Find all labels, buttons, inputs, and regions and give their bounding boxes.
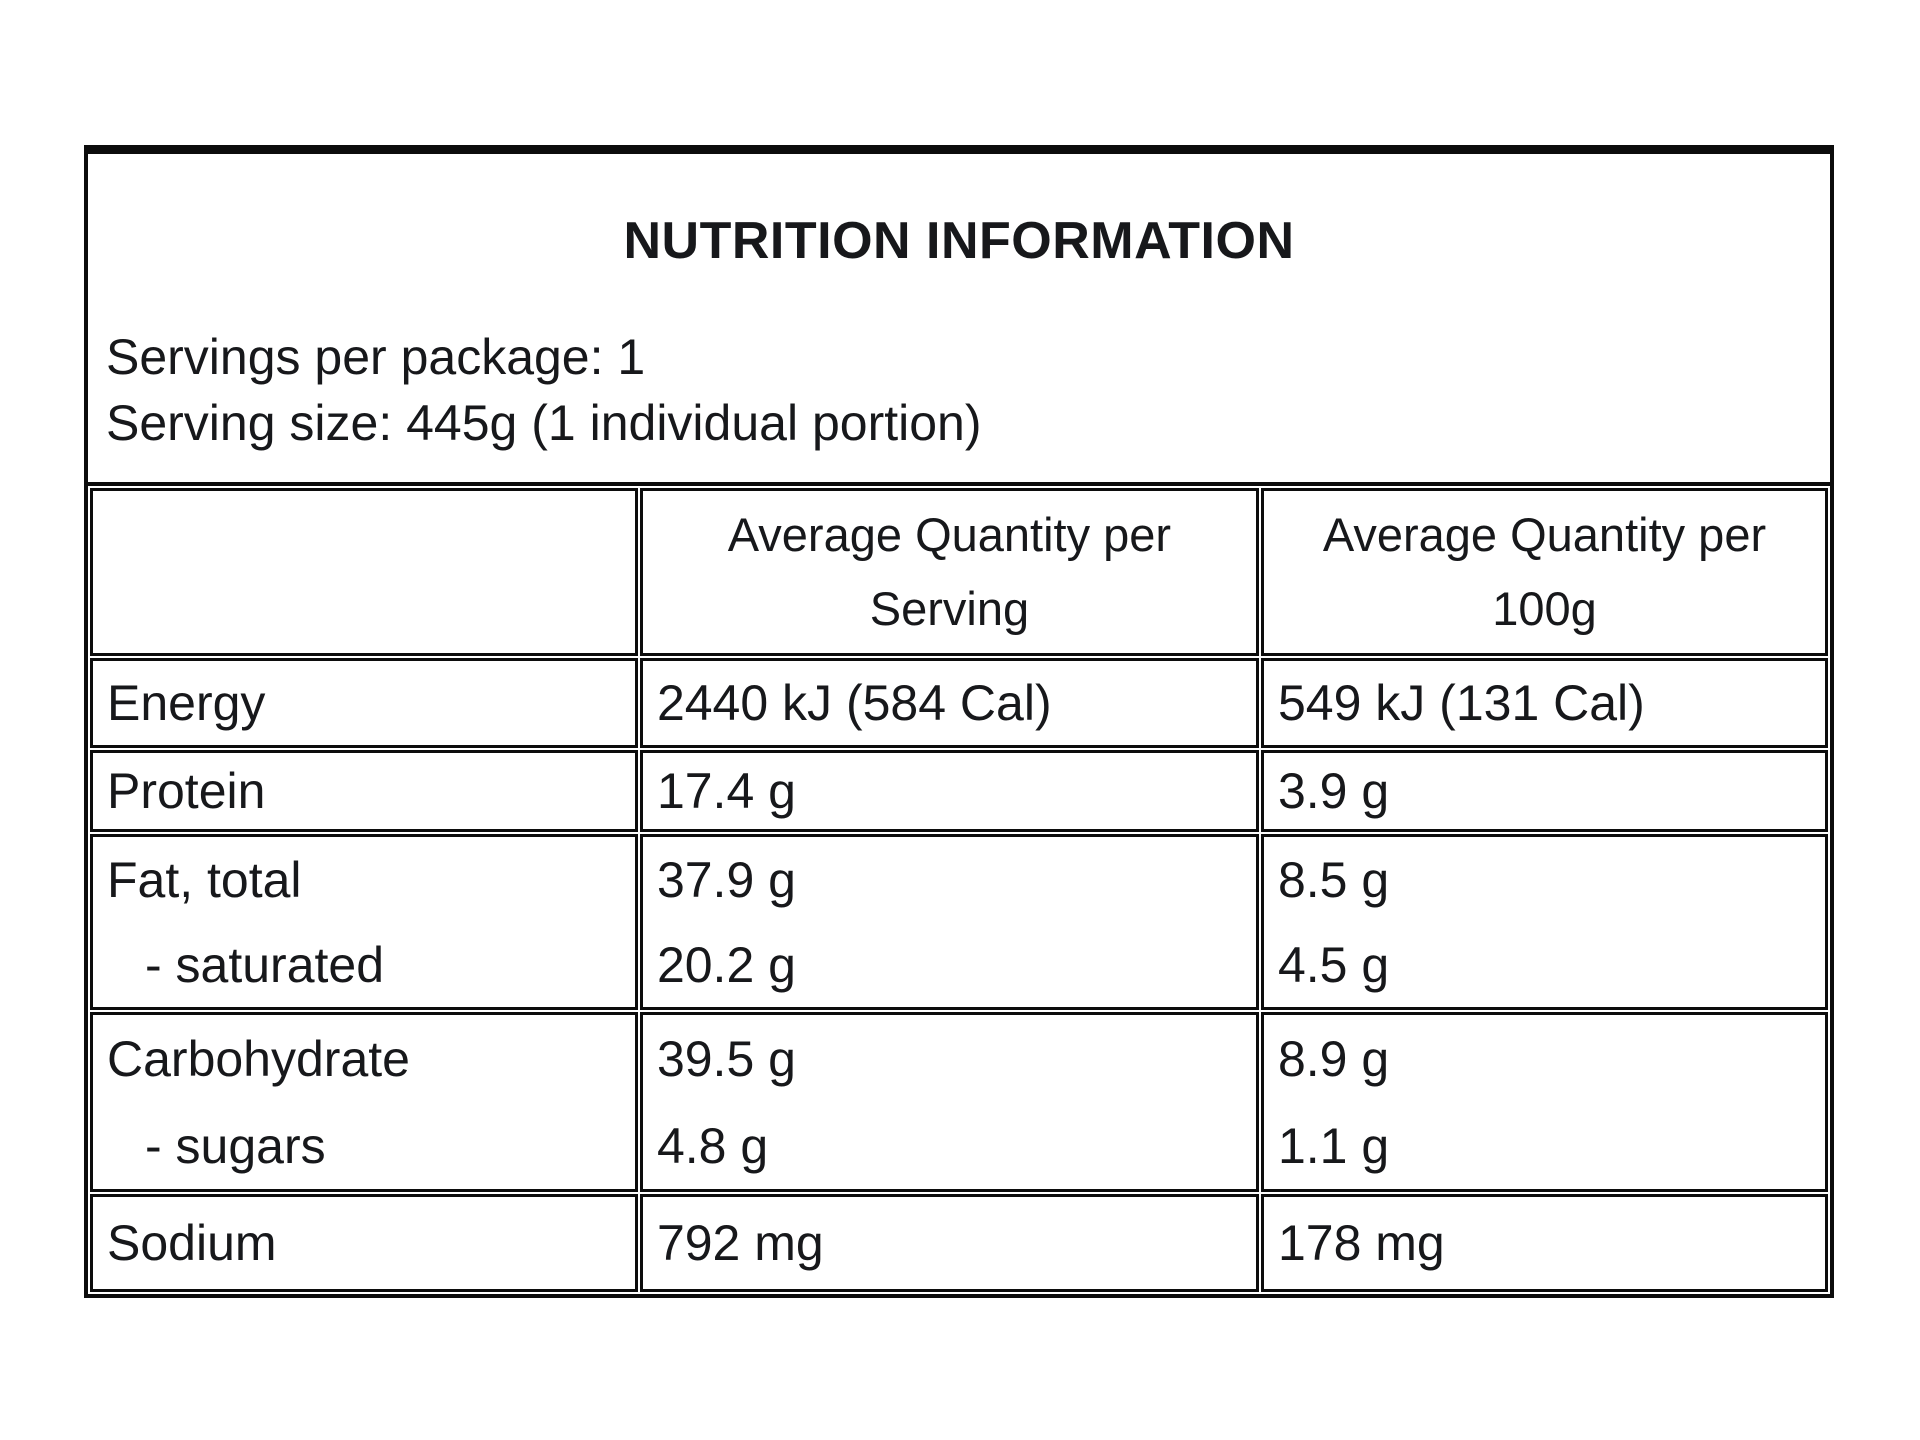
column-header-per-serving-line2: Serving	[869, 582, 1030, 635]
cell-sugars-label: - sugars	[145, 1117, 326, 1174]
cell-energy-per-100g: 549 kJ (131 Cal)	[1277, 675, 1645, 731]
panel-title: NUTRITION INFORMATION	[623, 212, 1295, 270]
column-header-per-100g-line2: 100g	[1492, 582, 1597, 635]
cell-carbohydrate-per-serving: 39.5 g	[656, 1030, 796, 1087]
cell-fat-saturated-per-100g: 4.5 g	[1277, 936, 1390, 993]
servings-per-package: Servings per package: 1	[106, 329, 646, 385]
cell-sugars-per-serving: 4.8 g	[656, 1117, 769, 1174]
table-row-protein: Protein 17.4 g 3.9 g	[90, 750, 1828, 832]
column-header-per-100g: Average Quantity per 100g	[1260, 488, 1828, 656]
cell-sodium-label: Sodium	[107, 1215, 277, 1271]
serving-size: Serving size: 445g (1 individual portion…	[106, 395, 982, 451]
column-header-nutrient	[90, 488, 638, 656]
cell-protein-per-100g: 3.9 g	[1277, 763, 1390, 819]
cell-protein-label: Protein	[107, 763, 266, 819]
cell-fat-saturated-per-serving: 20.2 g	[656, 936, 796, 993]
nutrition-table: Average Quantity per Serving Average Qua…	[88, 486, 1830, 1294]
cell-sodium-per-serving: 792 mg	[656, 1215, 824, 1271]
cell-energy-per-serving: 2440 kJ (584 Cal)	[656, 675, 1052, 731]
table-row-carbohydrate: Carbohydrate - sugars 39.5 g 4.8 g 8.9 g…	[90, 1012, 1828, 1192]
cell-protein-per-serving: 17.4 g	[656, 763, 796, 819]
cell-sugars-per-100g: 1.1 g	[1277, 1117, 1390, 1174]
table-row-sodium: Sodium 792 mg 178 mg	[90, 1194, 1828, 1292]
column-header-per-serving: Average Quantity per Serving	[639, 488, 1259, 656]
cell-energy-label: Energy	[107, 675, 266, 731]
column-header-per-serving-line1: Average Quantity per	[727, 508, 1172, 561]
cell-sodium-per-100g: 178 mg	[1277, 1215, 1445, 1271]
cell-carbohydrate-per-100g: 8.9 g	[1277, 1030, 1390, 1087]
cell-carbohydrate-label: Carbohydrate	[107, 1030, 410, 1087]
nutrition-panel: NUTRITION INFORMATION Servings per packa…	[84, 145, 1834, 1298]
header-row: Average Quantity per Serving Average Qua…	[90, 488, 1828, 656]
table-row-fat: Fat, total - saturated 37.9 g 20.2 g 8.5…	[90, 834, 1828, 1010]
cell-fat-saturated-label: - saturated	[145, 936, 385, 993]
cell-fat-total-per-100g: 8.5 g	[1277, 851, 1390, 908]
panel-header: NUTRITION INFORMATION Servings per packa…	[88, 154, 1830, 486]
column-header-per-100g-line1: Average Quantity per	[1322, 508, 1767, 561]
cell-fat-total-label: Fat, total	[107, 851, 302, 908]
table-row-energy: Energy 2440 kJ (584 Cal) 549 kJ (131 Cal…	[90, 658, 1828, 748]
cell-fat-total-per-serving: 37.9 g	[656, 851, 796, 908]
